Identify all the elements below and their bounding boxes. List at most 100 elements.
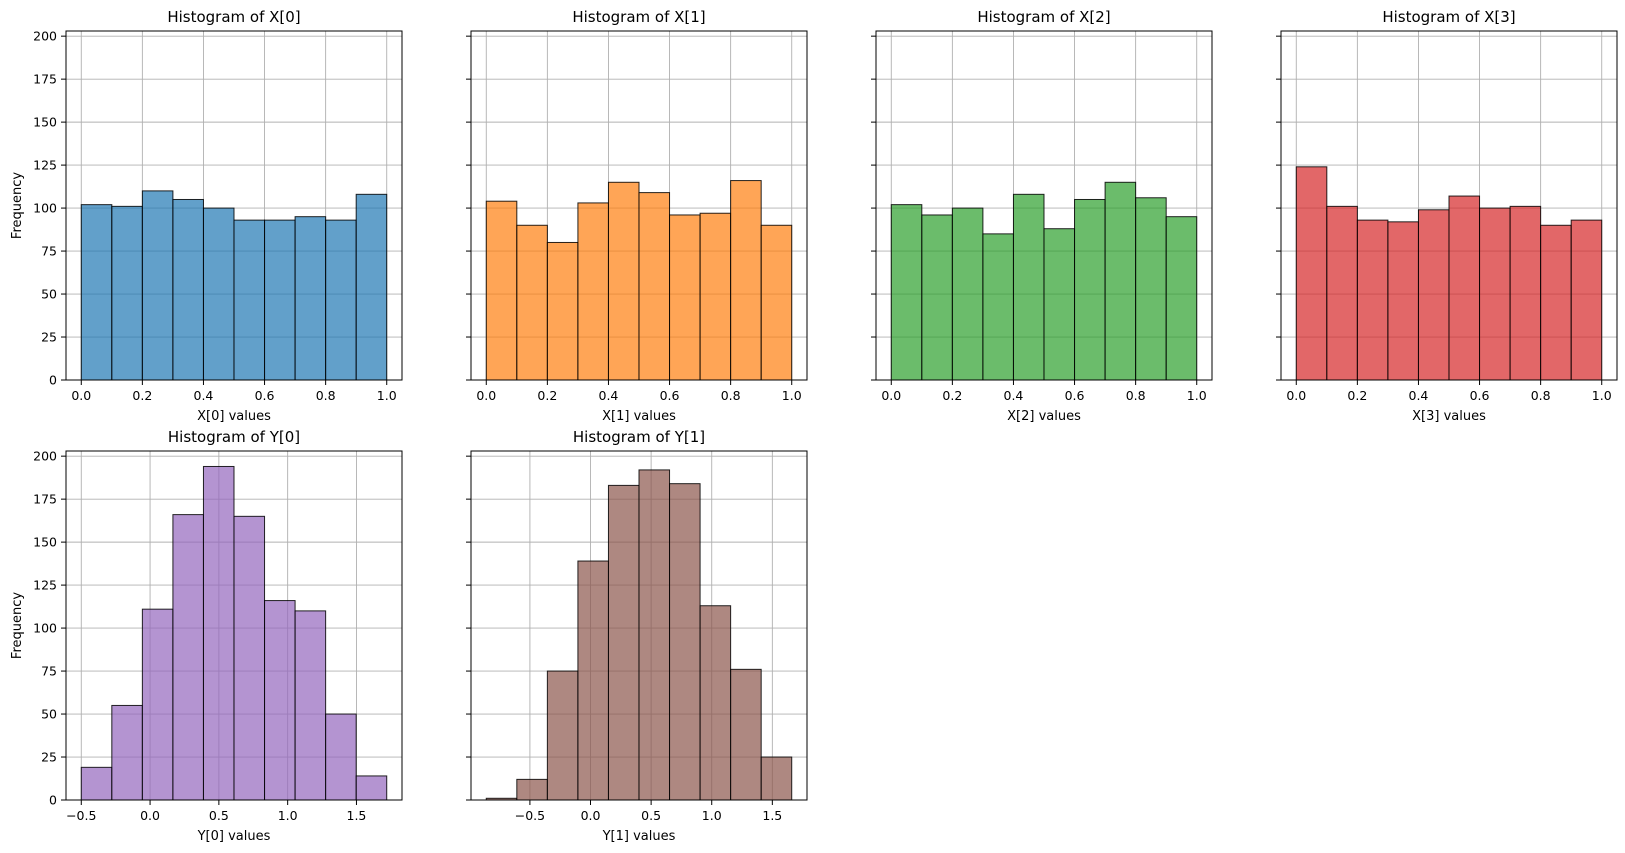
chart-3-axes-frame (875, 30, 1213, 381)
chart-2-bar (607, 181, 640, 381)
chart-4-bar (1326, 205, 1358, 381)
chart-2-bar (760, 224, 793, 381)
chart-2-bar (638, 192, 671, 381)
chart-4-bar (1509, 205, 1542, 381)
chart-5-y-tick-label: 25 (41, 750, 57, 765)
chart-5-bar (80, 766, 113, 801)
chart-4-x-tick-label: 0.6 (1470, 388, 1490, 403)
chart-5-title: Histogram of Y[0] (168, 428, 300, 446)
chart-1-x-tick-label: 1.0 (377, 388, 397, 403)
chart-5-y-tick-label: 175 (33, 492, 57, 507)
chart-1: 0.0 0.2 0.4 0.6 0.8 1.0 0 25 50 75 100 125 150 175 200… (10, 8, 403, 424)
chart-5-y-tick-label: 75 (41, 664, 57, 679)
chart-6-title: Histogram of Y[1] (573, 428, 705, 446)
chart-1-x-tick-label: 0.8 (316, 388, 336, 403)
chart-3-bar (1165, 216, 1198, 381)
chart-1-bar (355, 193, 388, 381)
chart-4: 0.0 0.2 0.4 0.6 0.8 1.0 Histogram of X[3] X[3] … (1276, 8, 1618, 424)
chart-5-bar (141, 608, 174, 801)
chart-2-bar (699, 212, 732, 381)
chart-1-y-tick-label: 50 (41, 287, 57, 302)
chart-1-bar (233, 219, 266, 381)
chart-5-x-tick-label: −0.5 (66, 808, 96, 823)
chart-3-x-tick-label: 0.0 (881, 388, 901, 403)
chart-1-y-axis-label: Frequency (10, 172, 25, 239)
chart-5-bar (172, 514, 204, 801)
chart-3-bar (1012, 193, 1045, 381)
chart-5: −0.5 0.0 0.5 1.0 1.5 0 25 50 75 100 125 150 175 200 Hi… (10, 428, 403, 844)
chart-2-bar (546, 241, 579, 381)
chart-4-bar (1356, 219, 1389, 381)
chart-5-bar (355, 775, 388, 801)
chart-5-bar (233, 515, 266, 801)
chart-5-bar (111, 704, 143, 801)
chart-3-title: Histogram of X[2] (977, 8, 1110, 26)
chart-5-x-tick-label: 1.5 (347, 808, 367, 823)
chart-3-bar (890, 204, 923, 381)
chart-5-bar (325, 713, 357, 801)
chart-6-bar (546, 670, 579, 801)
chart-1-bar (172, 198, 204, 381)
chart-3-x-axis-label: X[2] values (1007, 409, 1081, 424)
chart-1-x-tick-label: 0.2 (132, 388, 152, 403)
chart-4-x-axis-label: X[3] values (1412, 409, 1486, 424)
chart-1-y-tick-label: 200 (33, 29, 57, 44)
chart-6-bar (607, 484, 640, 801)
chart-5-x-tick-label: 0.0 (140, 808, 160, 823)
chart-3-x-tick-label: 0.8 (1126, 388, 1146, 403)
chart-1-bar (111, 205, 143, 381)
chart-6-bar (577, 560, 609, 801)
chart-2-bar (577, 202, 609, 381)
chart-4-x-tick-label: 1.0 (1592, 388, 1612, 403)
chart-1-y-tick-label: 150 (33, 115, 57, 130)
chart-3-bar (1074, 198, 1106, 381)
chart-3-bar (921, 214, 953, 381)
chart-1-bar (202, 207, 235, 381)
chart-5-x-tick-label: 1.0 (278, 808, 298, 823)
chart-1-bar (80, 204, 113, 381)
chart-6-bar (699, 605, 732, 801)
chart-3-x-tick-label: 0.2 (942, 388, 962, 403)
chart-5-y-tick-label: 200 (33, 449, 57, 464)
chart-4-x-tick-label: 0.4 (1409, 388, 1429, 403)
chart-3: 0.0 0.2 0.4 0.6 0.8 1.0 Histogram of X[2] X[2] … (871, 8, 1213, 424)
chart-1-bar (264, 219, 296, 381)
chart-2-bar (485, 200, 518, 381)
chart-1-y-tick-label: 75 (41, 244, 57, 259)
chart-4-bar (1540, 224, 1572, 381)
chart-5-y-tick-label: 100 (33, 621, 57, 636)
chart-1-x-tick-label: 0.0 (71, 388, 91, 403)
chart-1-y-tick-label: 100 (33, 201, 57, 216)
chart-3-bar (982, 233, 1014, 381)
chart-3-bar (1135, 197, 1167, 381)
chart-6-bar (638, 469, 671, 801)
chart-4-bar (1417, 209, 1450, 381)
chart-5-y-tick-label: 150 (33, 535, 57, 550)
chart-5-x-tick-label: 0.5 (209, 808, 229, 823)
chart-4-axes-frame (1280, 30, 1618, 381)
chart-6-x-tick-label: −0.5 (515, 808, 545, 823)
chart-5-bar (294, 610, 327, 801)
chart-1-axes-frame (65, 30, 403, 381)
chart-4-bar (1387, 221, 1419, 381)
chart-6-bar (760, 756, 793, 801)
chart-1-x-tick-label: 0.6 (255, 388, 275, 403)
chart-2-axes-frame (470, 30, 808, 381)
chart-3-x-tick-label: 1.0 (1187, 388, 1207, 403)
chart-5-y-tick-label: 0 (49, 793, 57, 808)
chart-2-x-tick-label: 1.0 (782, 388, 802, 403)
chart-5-y-tick-label: 50 (41, 707, 57, 722)
chart-5-x-axis-label: Y[0] values (197, 829, 271, 844)
chart-4-bar (1295, 166, 1328, 381)
chart-2-x-tick-label: 0.2 (537, 388, 557, 403)
chart-4-x-tick-label: 0.2 (1347, 388, 1367, 403)
chart-1-x-tick-label: 0.4 (194, 388, 214, 403)
chart-1-y-tick-label: 25 (41, 330, 57, 345)
chart-2-x-axis-label: X[1] values (602, 409, 676, 424)
chart-3-bar (1104, 181, 1137, 381)
chart-1-bar (325, 219, 357, 381)
chart-5-bar (202, 465, 235, 801)
chart-1-y-tick-label: 0 (49, 373, 57, 388)
chart-2-title: Histogram of X[1] (572, 8, 705, 26)
